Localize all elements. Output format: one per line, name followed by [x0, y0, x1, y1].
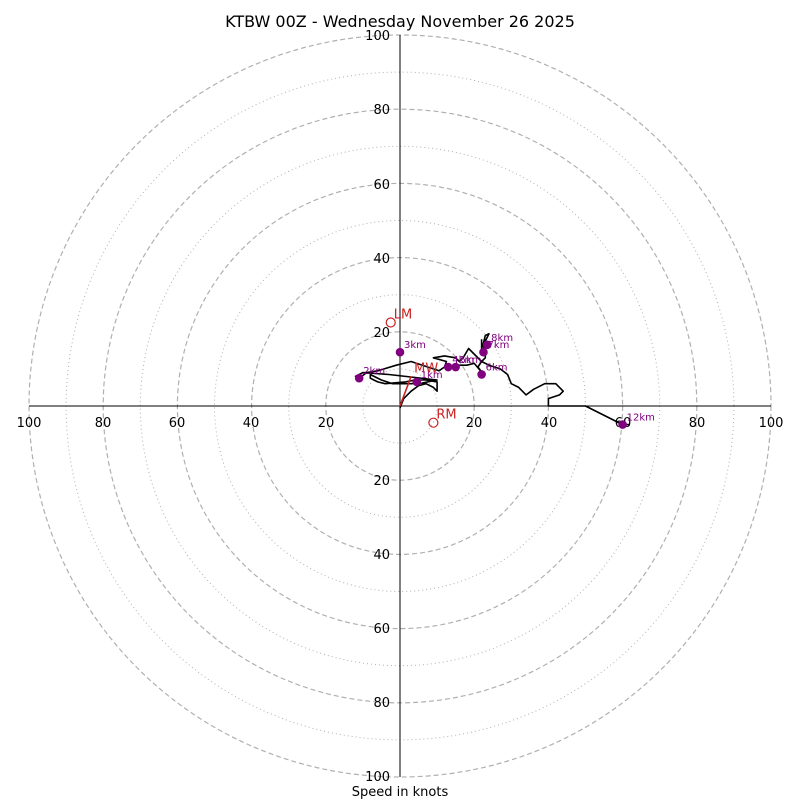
hodograph-trace	[354, 347, 630, 426]
y-tick-label: 40	[373, 252, 390, 267]
x-tick-label: 20	[466, 416, 483, 431]
y-tick-label: 20	[373, 326, 390, 341]
height-marker-dot	[477, 370, 486, 379]
y-tick-label: 80	[373, 103, 390, 118]
storm-motion-label: LM	[394, 308, 412, 323]
storm-motion-layer: LM MW RM	[385, 308, 457, 428]
height-marker-label: 3km	[404, 340, 426, 351]
x-tick-label: 40	[243, 416, 260, 431]
height-marker-dot	[618, 420, 627, 429]
y-tick-label: 20	[373, 474, 390, 489]
height-marker-label: 4km	[452, 355, 474, 366]
x-tick-label: 40	[541, 416, 558, 431]
x-tick-label: 80	[689, 416, 706, 431]
height-marker-dot	[395, 347, 405, 357]
x-tick-label: 80	[95, 416, 112, 431]
y-tick-label: 80	[373, 696, 390, 711]
height-marker-label: 8km	[491, 333, 513, 344]
x-tick-label: 100	[17, 416, 42, 431]
height-marker-label: 6km	[486, 362, 508, 373]
height-marker-dot	[451, 362, 460, 372]
storm-motion-marker	[385, 317, 396, 328]
height-marker-label: 5km	[460, 355, 482, 366]
x-axis-label: Speed in knots	[352, 785, 449, 800]
height-marker-dot	[482, 340, 492, 350]
height-marker-dot	[354, 373, 364, 383]
x-tick-label: 20	[318, 416, 335, 431]
y-tick-label: 60	[373, 622, 390, 637]
y-tick-label: 100	[365, 29, 390, 44]
x-tick-label: 100	[759, 416, 784, 431]
height-marker-dot	[443, 362, 453, 372]
height-marker-dot	[479, 347, 488, 357]
storm-motion-label: RM	[436, 408, 456, 423]
mean-wind-vector	[399, 376, 412, 407]
height-marker-dot	[412, 377, 421, 387]
height-marker-label: 2km	[363, 366, 385, 377]
ticks-layer: 100 80 60 40 20 20 40 60 80 100 100 80 6…	[17, 29, 784, 785]
height-marker-label: 12km	[627, 413, 655, 424]
chart-title: KTBW 00Z - Wednesday November 26 2025	[225, 12, 575, 31]
height-marker-label: 7km	[487, 340, 509, 351]
height-marker-label: 1km	[421, 370, 443, 381]
y-tick-label: 40	[373, 548, 390, 563]
storm-motion-marker	[428, 417, 439, 428]
x-tick-label: 60	[169, 416, 186, 431]
storm-motion-label: MW	[414, 361, 438, 376]
y-tick-label: 100	[365, 770, 390, 785]
y-tick-label: 60	[373, 178, 390, 193]
